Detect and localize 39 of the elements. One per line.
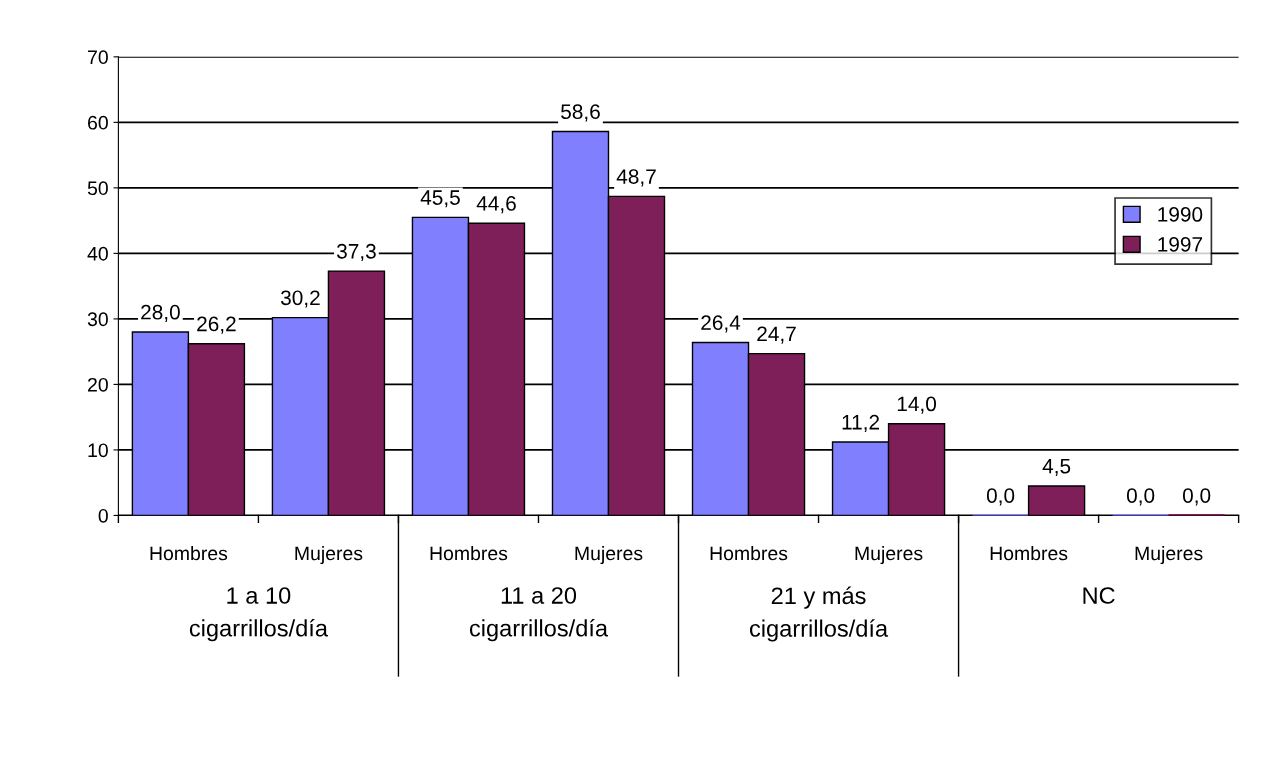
data-label: 24,7 xyxy=(757,326,796,344)
x-tick-label: Hombres xyxy=(430,546,508,561)
data-label: 26,4 xyxy=(701,315,741,333)
text: 1 a 10 cigarrillos/día xyxy=(189,587,328,642)
y-tick-label: 30 xyxy=(87,312,108,327)
data-label: 11,2 xyxy=(842,414,880,433)
data-label: 26,2 xyxy=(197,316,236,334)
data-label: 0,0 xyxy=(1182,488,1211,506)
data-label: 45,5 xyxy=(420,190,460,208)
y-tick-label: 10 xyxy=(88,443,108,458)
legend-label: 1997 xyxy=(1158,236,1203,252)
x-tick-label: Mujeres xyxy=(1135,546,1203,565)
data-label: 0,0 xyxy=(1126,488,1155,506)
y-tick-label: 60 xyxy=(88,115,108,130)
y-tick-label: 20 xyxy=(88,377,108,392)
bar xyxy=(1027,485,1086,516)
data-label: 0,0 xyxy=(986,488,1015,506)
data-label: 58,6 xyxy=(561,104,600,122)
x-tick-label: Hombres xyxy=(150,546,228,561)
data-label: 48,7 xyxy=(616,169,656,187)
y-tick-label: 70 xyxy=(88,50,108,65)
text: NC xyxy=(1083,587,1115,604)
data-label: 37,3 xyxy=(336,243,376,262)
data-label: 14,0 xyxy=(897,396,937,414)
data-label: 28,0 xyxy=(141,304,180,323)
legend-label: 1990 xyxy=(1158,207,1203,222)
y-tick-label: 0 xyxy=(98,508,108,523)
text: 11 a 20 cigarrillos/día xyxy=(469,587,609,642)
data-label: 30,2 xyxy=(280,290,320,308)
text: 21 y más cigarrillos/día xyxy=(750,586,889,642)
data-label: 44,6 xyxy=(476,196,516,214)
y-tick-label: 40 xyxy=(87,246,108,261)
x-tick-label: Mujeres xyxy=(575,546,643,565)
y-tick-label: 50 xyxy=(87,181,108,196)
x-tick-label: Mujeres xyxy=(855,546,923,565)
x-tick-label: Hombres xyxy=(990,546,1068,561)
x-tick-label: Hombres xyxy=(710,546,788,561)
x-tick-label: Mujeres xyxy=(295,546,363,565)
data-label: 4,5 xyxy=(1042,458,1071,476)
